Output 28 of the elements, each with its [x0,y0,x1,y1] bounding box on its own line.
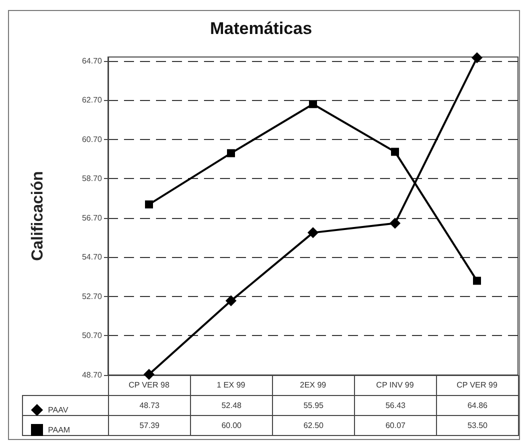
data-label: 55.95 [272,396,354,416]
data-label: 60.00 [190,416,272,436]
y-tick-label: 52.70 [82,292,103,301]
legend-label: PAAM [48,426,70,434]
data-label: 57.39 [108,416,190,436]
x-tick-label: CP INV 99 [376,380,414,390]
y-axis-title: Calificación [30,171,46,261]
data-label: 62.50 [272,416,354,436]
y-tick-label: 50.70 [82,331,103,340]
y-tick-label: 64.70 [82,56,103,66]
y-tick-label: 54.70 [82,252,103,262]
legend-label: PAAV [48,406,69,414]
data-label: 60.07 [354,416,436,436]
data-label: 53.50 [436,416,518,436]
y-tick-label: 60.70 [82,134,103,144]
x-tick-label: CP VER 99 [456,380,498,390]
data-label: 56.43 [354,396,436,416]
y-tick-label: 56.70 [82,213,103,222]
data-label: 48.73 [108,396,190,416]
y-tick-label: 48.70 [82,370,103,380]
x-tick-label: 1 EX 99 [216,380,246,390]
data-label: 64.86 [436,396,518,416]
chart-title: Matemáticas [210,19,312,38]
y-tick-label: 62.70 [82,96,103,105]
data-label: 52.48 [190,396,272,416]
x-tick-label: CP VER 98 [128,380,170,390]
y-tick-label: 58.70 [82,174,103,184]
x-tick-label: 2EX 99 [300,380,327,390]
